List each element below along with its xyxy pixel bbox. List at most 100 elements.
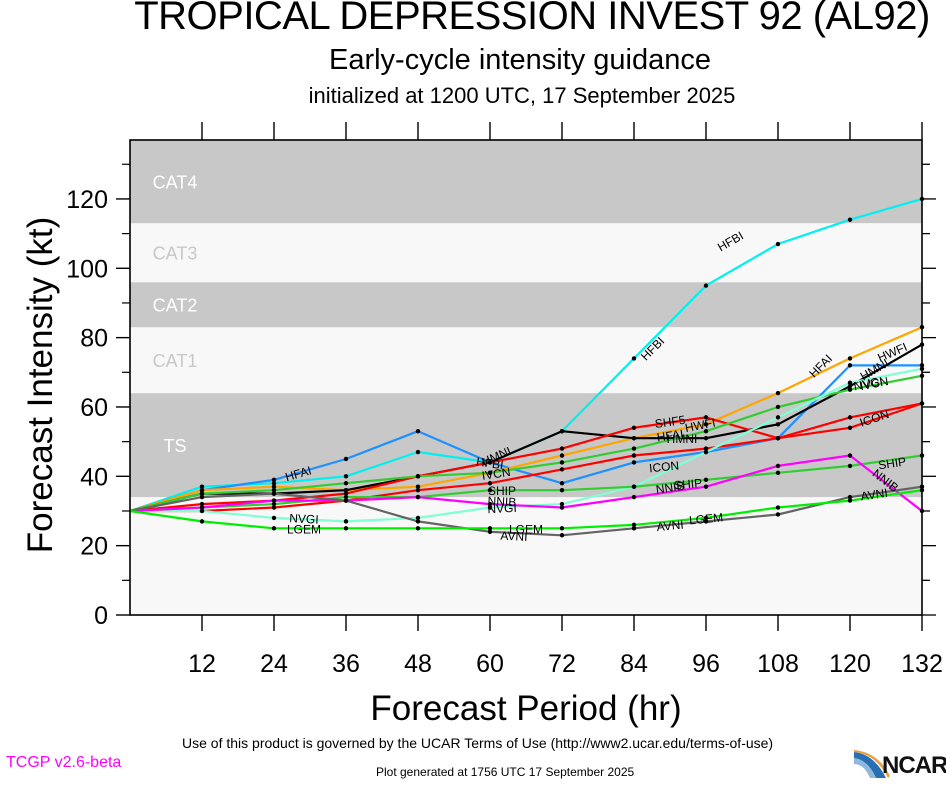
data-point-avni — [271, 491, 277, 496]
series-line-lgem — [129, 489, 923, 530]
data-point-ship — [703, 477, 709, 482]
series-line-icon — [130, 402, 923, 513]
series-label-lgem: LGEM — [509, 522, 543, 536]
data-point-hfai — [847, 363, 853, 368]
data-point-hfbi — [847, 217, 853, 222]
x-tick-label: 72 — [548, 650, 576, 678]
series-label-ship: SHIP — [877, 455, 907, 473]
data-point-hmni — [703, 435, 709, 441]
data-point-ivcn — [487, 470, 493, 476]
data-point-nvgi — [415, 515, 421, 521]
terms-of-use: Use of this product is governed by the U… — [182, 735, 774, 751]
series-line-hfai — [129, 364, 922, 513]
data-point-ship — [631, 484, 637, 489]
data-point-shf5 — [847, 415, 853, 420]
y-tick-label: 80 — [80, 325, 108, 353]
data-point-icon — [703, 446, 709, 451]
band-cat4 — [130, 140, 922, 224]
series-label-nvgi: NVGI — [487, 501, 517, 516]
data-point-ship — [343, 494, 349, 500]
data-point-hwfi — [703, 422, 709, 427]
data-point-ship — [487, 487, 493, 493]
data-point-hfai — [415, 429, 421, 434]
data-point-ship — [559, 487, 565, 493]
data-point-nvgi — [775, 415, 781, 420]
data-point-avni — [559, 533, 565, 538]
y-tick-label: 40 — [80, 463, 108, 491]
x-tick-label: 108 — [757, 650, 799, 678]
version-label: TCGP v2.6-beta — [6, 754, 122, 771]
data-point-nnib — [487, 501, 493, 507]
band-label-cat3: CAT3 — [153, 244, 198, 264]
series-line-nnib — [129, 454, 923, 513]
data-point-avni — [487, 529, 493, 534]
band-label-cat4: CAT4 — [153, 173, 198, 193]
data-point-ship — [847, 463, 853, 469]
data-point-icon — [631, 453, 637, 458]
data-point-shf5 — [487, 460, 493, 465]
data-point-ivcn — [343, 481, 349, 486]
data-point-ivcn — [415, 474, 421, 479]
data-point-icon — [271, 505, 277, 510]
data-point-lgem — [487, 526, 493, 531]
chart-subtitle: Early-cycle intensity guidance — [328, 44, 711, 76]
generated-time: Plot generated at 1756 UTC 17 September … — [376, 765, 635, 779]
data-point-hfbi — [775, 241, 781, 247]
data-point-lgem — [415, 526, 421, 531]
data-point-ivcn — [559, 460, 565, 465]
data-point-hfbi — [703, 283, 709, 288]
x-tick-label: 48 — [404, 650, 432, 678]
x-tick-label: 96 — [692, 650, 720, 678]
data-point-lgem — [703, 515, 709, 521]
x-tick-label: 60 — [476, 650, 504, 678]
series-label-shf5: SHF5 — [654, 413, 687, 431]
series-line-hwfi — [129, 326, 923, 513]
data-point-hwfi — [271, 484, 277, 489]
data-point-nnib — [415, 494, 421, 500]
data-point-nnib — [775, 463, 781, 469]
data-point-ship — [271, 501, 277, 507]
series-label-lgem: LGEM — [688, 510, 723, 527]
data-point-nnib — [703, 484, 709, 489]
data-point-hmni — [847, 383, 853, 389]
data-point-hfbi — [631, 356, 637, 361]
data-point-avni — [343, 498, 349, 503]
data-point-hwfi — [199, 487, 205, 493]
data-point-hmni — [631, 435, 637, 441]
series-line-avni — [129, 485, 923, 537]
data-point-nvgi — [199, 508, 205, 514]
series-label-hfbi: HFBI — [475, 455, 504, 473]
ncar-swoosh-icon — [854, 750, 890, 778]
series-label-icon: ICON — [648, 459, 679, 476]
ncar-logo-text: NCAR — [882, 752, 946, 779]
series-label-lgem: LGEM — [287, 522, 321, 536]
data-point-ship — [775, 470, 781, 476]
data-point-avni — [631, 526, 637, 531]
data-point-hwfi — [559, 453, 565, 458]
data-point-nvgi — [703, 449, 709, 455]
data-point-hfai — [559, 481, 565, 486]
data-point-icon — [775, 435, 781, 441]
band-label-cat1: CAT1 — [153, 351, 198, 371]
y-axis-label: Forecast Intensity (kt) — [21, 217, 60, 553]
y-tick-label: 100 — [66, 255, 108, 283]
data-point-icon — [487, 481, 493, 486]
chart-title: TROPICAL DEPRESSION INVEST 92 (AL92) — [134, 0, 930, 38]
series-line-ship — [129, 454, 923, 513]
series-lines — [129, 197, 923, 537]
data-point-hwfi — [847, 356, 853, 361]
data-point-lgem — [343, 526, 349, 531]
axes: 0 20 40 60 80 100 120 12 24 36 48 60 72 84 96 108 120 132 — [66, 122, 943, 678]
series-label-hfai: HFAI — [656, 427, 684, 445]
data-point-icon — [559, 467, 565, 472]
init-time: initialized at 1200 UTC, 17 September 20… — [308, 83, 736, 108]
series-label-nnib: NNIB — [655, 479, 685, 497]
data-point-hwfi — [415, 484, 421, 489]
band-cat2 — [130, 282, 922, 328]
band-cat1 — [130, 327, 922, 394]
data-point-hmni — [775, 422, 781, 427]
series-label-hwfi: HWFI — [684, 416, 717, 436]
x-axis-label: Forecast Period (hr) — [370, 689, 681, 728]
data-point-ivcn — [631, 446, 637, 451]
